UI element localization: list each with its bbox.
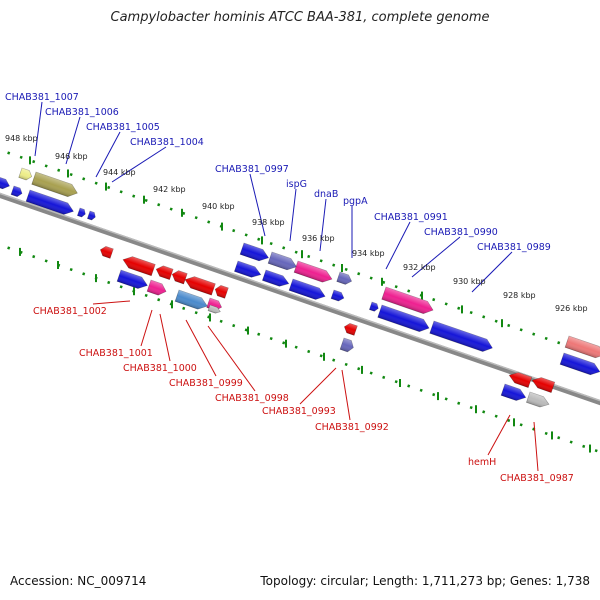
- kbp-label: 932 kbp: [403, 263, 436, 272]
- leader-line: [411, 236, 461, 278]
- gene-arrow-forward[interactable]: [288, 278, 327, 302]
- gene-arrow-forward[interactable]: [559, 352, 600, 377]
- leader-line: [533, 421, 539, 472]
- gene-arrow-forward[interactable]: [526, 391, 550, 410]
- gene-label[interactable]: CHAB381_1005: [86, 122, 160, 133]
- gene-label[interactable]: CHAB381_1007: [5, 92, 79, 103]
- gene-arrow-reverse[interactable]: [213, 284, 229, 299]
- leader-line: [385, 221, 411, 270]
- gene-arrow-reverse[interactable]: [507, 370, 533, 388]
- kbp-label: 944 kbp: [103, 168, 136, 177]
- kbp-label: 948 kbp: [5, 134, 38, 143]
- gene-label[interactable]: CHAB381_0993: [262, 406, 336, 417]
- gene-arrow-forward[interactable]: [31, 171, 80, 199]
- gene-arrow-reverse[interactable]: [99, 245, 114, 259]
- leader-line: [471, 251, 513, 293]
- kbp-label: 934 kbp: [352, 249, 385, 258]
- gene-label[interactable]: CHAB381_0992: [315, 422, 389, 433]
- gene-arrow-forward[interactable]: [330, 289, 345, 302]
- gene-arrow-forward[interactable]: [339, 337, 355, 353]
- kbp-label: 946 kbp: [55, 152, 88, 161]
- gene-arrow-forward[interactable]: [293, 260, 334, 285]
- upper-tick-line: [7, 151, 598, 358]
- gene-label[interactable]: dnaB: [314, 189, 338, 200]
- gene-label[interactable]: hemH: [468, 457, 496, 468]
- gene-arrow-forward[interactable]: [336, 271, 353, 286]
- gene-arrow-forward[interactable]: [500, 383, 528, 403]
- kbp-label: 928 kbp: [503, 291, 536, 300]
- gene-label[interactable]: CHAB381_1000: [123, 363, 197, 374]
- kbp-label: 938 kbp: [252, 218, 285, 227]
- gene-arrow-reverse[interactable]: [343, 322, 358, 336]
- leader-line: [34, 101, 43, 157]
- gene-label[interactable]: ispG: [286, 179, 307, 190]
- gene-arrow-forward[interactable]: [146, 279, 168, 297]
- gene-arrow-reverse[interactable]: [183, 274, 216, 296]
- gene-arrow-forward[interactable]: [18, 167, 34, 181]
- gene-arrow-forward[interactable]: [564, 335, 600, 360]
- lower-tick-line: [7, 246, 598, 453]
- genome-stats-text: Topology: circular; Length: 1,711,273 bp…: [260, 574, 590, 588]
- accession-text: Accession: NC_009714: [10, 574, 147, 588]
- kbp-label: 926 kbp: [555, 304, 588, 313]
- gene-label[interactable]: pgpA: [343, 196, 368, 207]
- leader-line: [111, 146, 167, 183]
- leader-line: [185, 319, 217, 377]
- kbp-label: 936 kbp: [302, 234, 335, 243]
- gene-arrow-forward[interactable]: [429, 320, 495, 354]
- leader-line: [207, 325, 256, 392]
- gene-label[interactable]: CHAB381_0991: [374, 212, 448, 223]
- gene-label[interactable]: CHAB381_0998: [215, 393, 289, 404]
- gene-label[interactable]: CHAB381_1002: [33, 306, 107, 317]
- leader-line: [341, 369, 351, 421]
- gene-arrow-forward[interactable]: [239, 242, 270, 263]
- genome-backbone-highlight: [0, 192, 600, 402]
- leader-line: [159, 313, 171, 362]
- gene-arrow-forward[interactable]: [267, 251, 298, 272]
- gene-arrow-reverse[interactable]: [170, 269, 188, 285]
- gene-arrow-reverse[interactable]: [154, 264, 174, 280]
- kbp-label: 942 kbp: [153, 185, 186, 194]
- gene-arrow-forward[interactable]: [207, 304, 221, 315]
- leader-line: [140, 309, 153, 347]
- gene-arrow-forward[interactable]: [87, 210, 96, 221]
- gene-arrow-forward[interactable]: [381, 286, 435, 316]
- gene-arrow-forward[interactable]: [174, 289, 209, 312]
- gene-arrow-reverse[interactable]: [530, 375, 556, 393]
- gene-arrow-forward[interactable]: [77, 207, 86, 218]
- leader-line: [95, 131, 121, 178]
- gene-arrow-forward[interactable]: [369, 301, 379, 312]
- leader-line: [65, 116, 81, 165]
- gene-label[interactable]: CHAB381_0999: [169, 378, 243, 389]
- leader-line: [92, 300, 131, 305]
- gene-arrow-forward[interactable]: [234, 260, 262, 280]
- gene-label[interactable]: CHAB381_0997: [215, 164, 289, 175]
- leader-line: [487, 414, 511, 456]
- gene-label[interactable]: CHAB381_0987: [500, 473, 574, 484]
- gene-arrow-forward[interactable]: [116, 269, 149, 291]
- gene-label[interactable]: CHAB381_0990: [424, 227, 498, 238]
- gene-label[interactable]: CHAB381_1006: [45, 107, 119, 118]
- leader-line: [299, 367, 337, 405]
- kbp-label: 940 kbp: [202, 202, 235, 211]
- lower-major-ticks: [19, 247, 591, 453]
- genome-title: Campylobacter hominis ATCC BAA-381, comp…: [110, 10, 490, 25]
- gene-arrow-reverse[interactable]: [121, 254, 156, 277]
- gene-label[interactable]: CHAB381_1001: [79, 348, 153, 359]
- leader-line: [319, 198, 327, 252]
- genome-backbone: [0, 192, 600, 406]
- leader-line: [249, 173, 266, 237]
- gene-arrow-forward[interactable]: [262, 269, 290, 289]
- gene-arrow-forward[interactable]: [25, 189, 75, 217]
- upper-major-ticks: [29, 156, 503, 328]
- gene-arrow-forward[interactable]: [377, 304, 431, 334]
- gene-label[interactable]: CHAB381_1004: [130, 137, 204, 148]
- kbp-label: 930 kbp: [453, 277, 486, 286]
- gene-label[interactable]: CHAB381_0989: [477, 242, 551, 253]
- gene-arrow-forward[interactable]: [10, 185, 23, 198]
- leader-line: [289, 188, 297, 242]
- gene-arrow-forward[interactable]: [0, 175, 11, 191]
